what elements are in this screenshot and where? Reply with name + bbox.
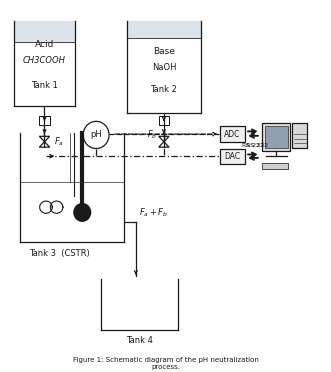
FancyBboxPatch shape — [262, 163, 288, 169]
Text: RS 232: RS 232 — [242, 142, 264, 148]
FancyBboxPatch shape — [220, 126, 245, 142]
Text: Acid: Acid — [35, 41, 54, 49]
Text: RS 232: RS 232 — [246, 142, 268, 148]
Text: CH3COOH: CH3COOH — [23, 56, 66, 65]
Text: NaOH: NaOH — [152, 62, 176, 71]
Polygon shape — [39, 136, 50, 142]
Text: Tank 1: Tank 1 — [31, 81, 58, 90]
Text: pH: pH — [90, 131, 102, 140]
Text: Tank 3  (CSTR): Tank 3 (CSTR) — [29, 249, 89, 259]
Text: DAC: DAC — [224, 152, 241, 161]
Text: $F_a + F_b$: $F_a + F_b$ — [139, 207, 168, 219]
Polygon shape — [159, 136, 169, 142]
Text: ADC: ADC — [224, 129, 241, 139]
FancyBboxPatch shape — [220, 148, 245, 164]
Text: Tank 4: Tank 4 — [126, 336, 153, 345]
Circle shape — [73, 203, 91, 222]
FancyBboxPatch shape — [159, 116, 169, 125]
Text: Base: Base — [153, 47, 175, 56]
Polygon shape — [39, 142, 50, 147]
FancyBboxPatch shape — [39, 116, 50, 125]
Text: $F_a$: $F_a$ — [54, 135, 64, 148]
Text: $F_b$: $F_b$ — [147, 129, 158, 141]
FancyBboxPatch shape — [292, 123, 307, 148]
FancyBboxPatch shape — [262, 123, 290, 151]
FancyBboxPatch shape — [265, 126, 288, 148]
Polygon shape — [159, 142, 169, 147]
Text: Figure 1: Schematic diagram of the pH neutralization
process.: Figure 1: Schematic diagram of the pH ne… — [72, 357, 259, 370]
Text: Tank 2: Tank 2 — [151, 84, 177, 94]
